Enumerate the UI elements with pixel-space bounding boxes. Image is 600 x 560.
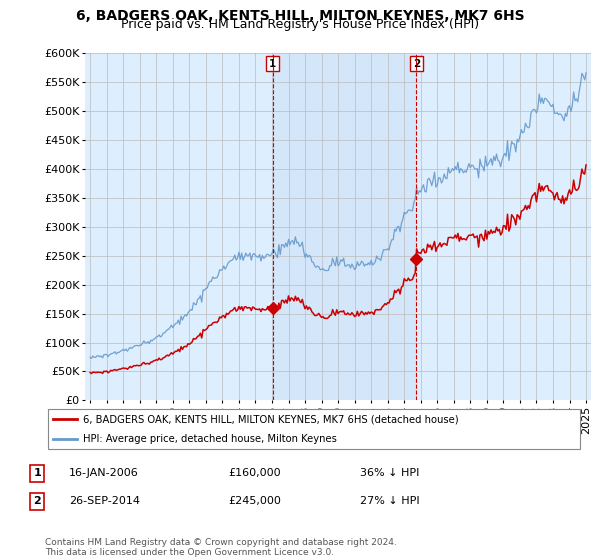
FancyBboxPatch shape (47, 409, 580, 449)
Text: 27% ↓ HPI: 27% ↓ HPI (360, 496, 419, 506)
Bar (272, 53, 416, 400)
Text: 26-SEP-2014: 26-SEP-2014 (69, 496, 140, 506)
Text: £160,000: £160,000 (228, 468, 281, 478)
Text: Price paid vs. HM Land Registry's House Price Index (HPI): Price paid vs. HM Land Registry's House … (121, 18, 479, 31)
Text: 2: 2 (34, 496, 41, 506)
Text: 1: 1 (34, 468, 41, 478)
Text: £245,000: £245,000 (228, 496, 281, 506)
Text: 6, BADGERS OAK, KENTS HILL, MILTON KEYNES, MK7 6HS (detached house): 6, BADGERS OAK, KENTS HILL, MILTON KEYNE… (83, 414, 458, 424)
Text: 6, BADGERS OAK, KENTS HILL, MILTON KEYNES, MK7 6HS: 6, BADGERS OAK, KENTS HILL, MILTON KEYNE… (76, 9, 524, 23)
Text: 2: 2 (413, 59, 420, 69)
Text: 1: 1 (269, 59, 276, 69)
Text: HPI: Average price, detached house, Milton Keynes: HPI: Average price, detached house, Milt… (83, 435, 337, 445)
Text: 36% ↓ HPI: 36% ↓ HPI (360, 468, 419, 478)
Text: Contains HM Land Registry data © Crown copyright and database right 2024.
This d: Contains HM Land Registry data © Crown c… (45, 538, 397, 557)
Text: 16-JAN-2006: 16-JAN-2006 (69, 468, 139, 478)
